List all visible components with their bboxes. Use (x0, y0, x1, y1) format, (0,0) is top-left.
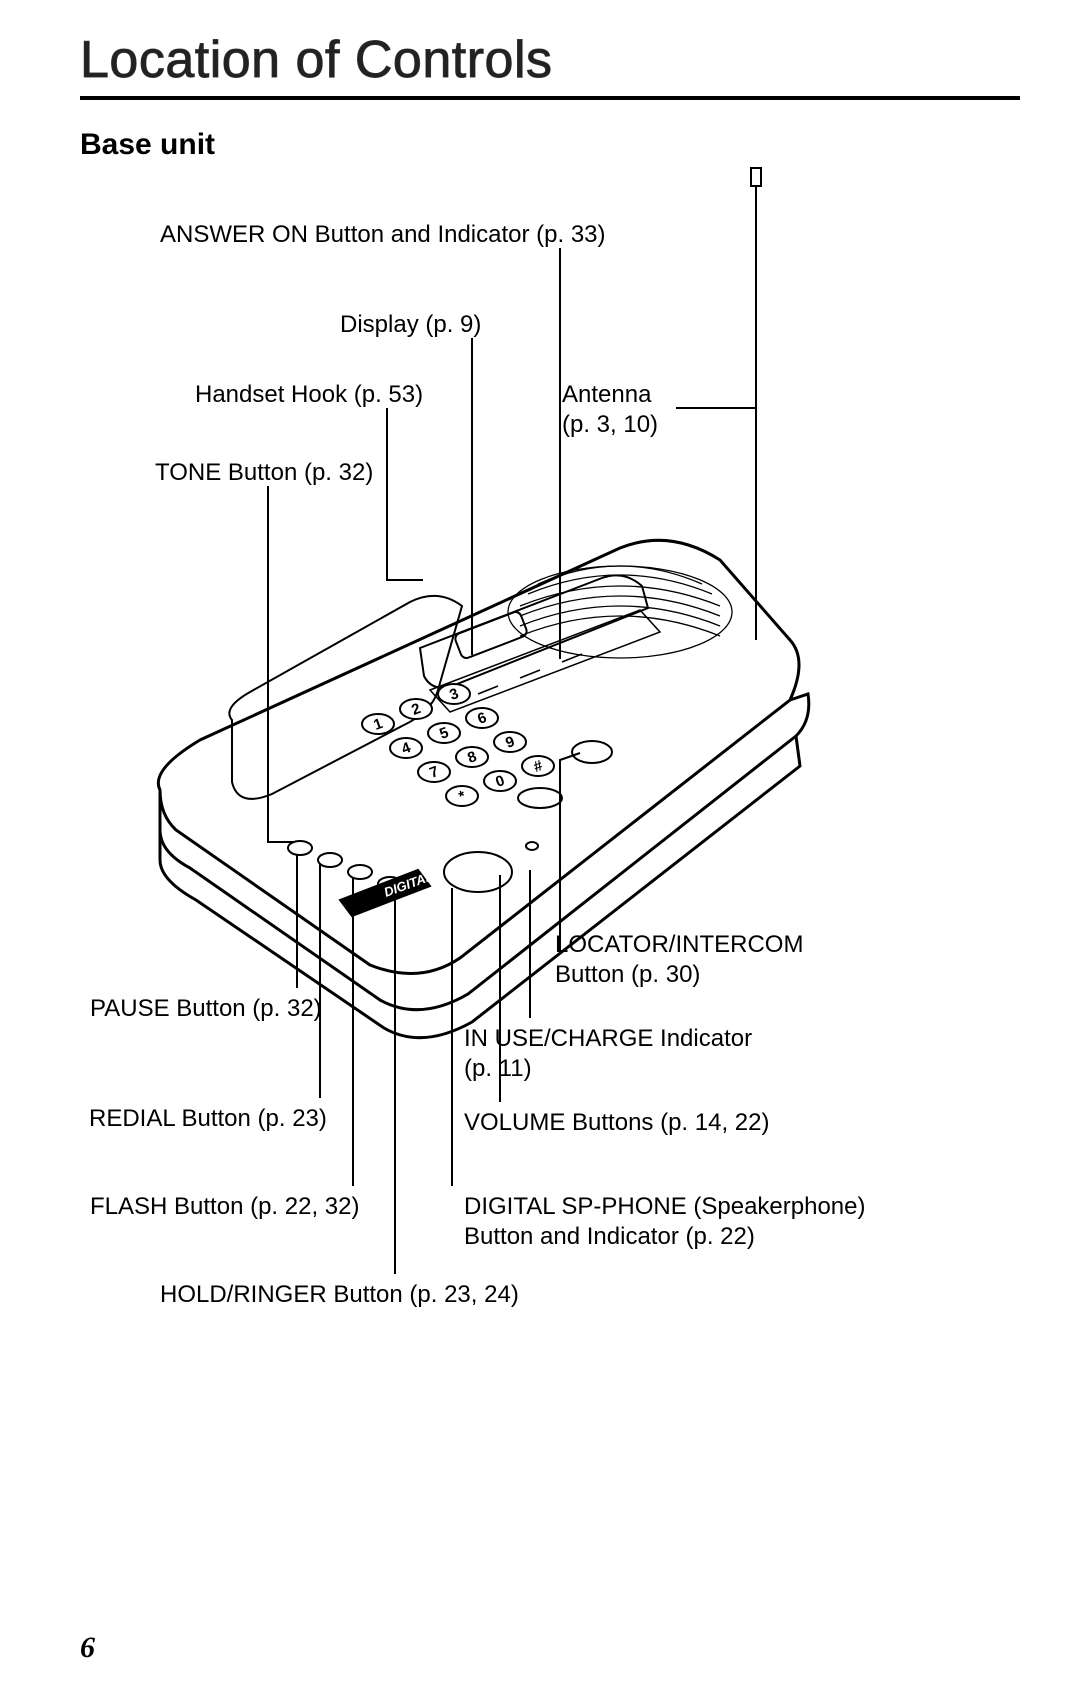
leader-handset_hook (387, 408, 423, 580)
front-btn-redial (318, 853, 342, 867)
leader-locator (560, 753, 580, 952)
front-btn-pause (288, 841, 312, 855)
diagram-svg: 123456789*0# DIGITAL (0, 0, 1080, 1687)
front-btn-flash (348, 865, 372, 879)
